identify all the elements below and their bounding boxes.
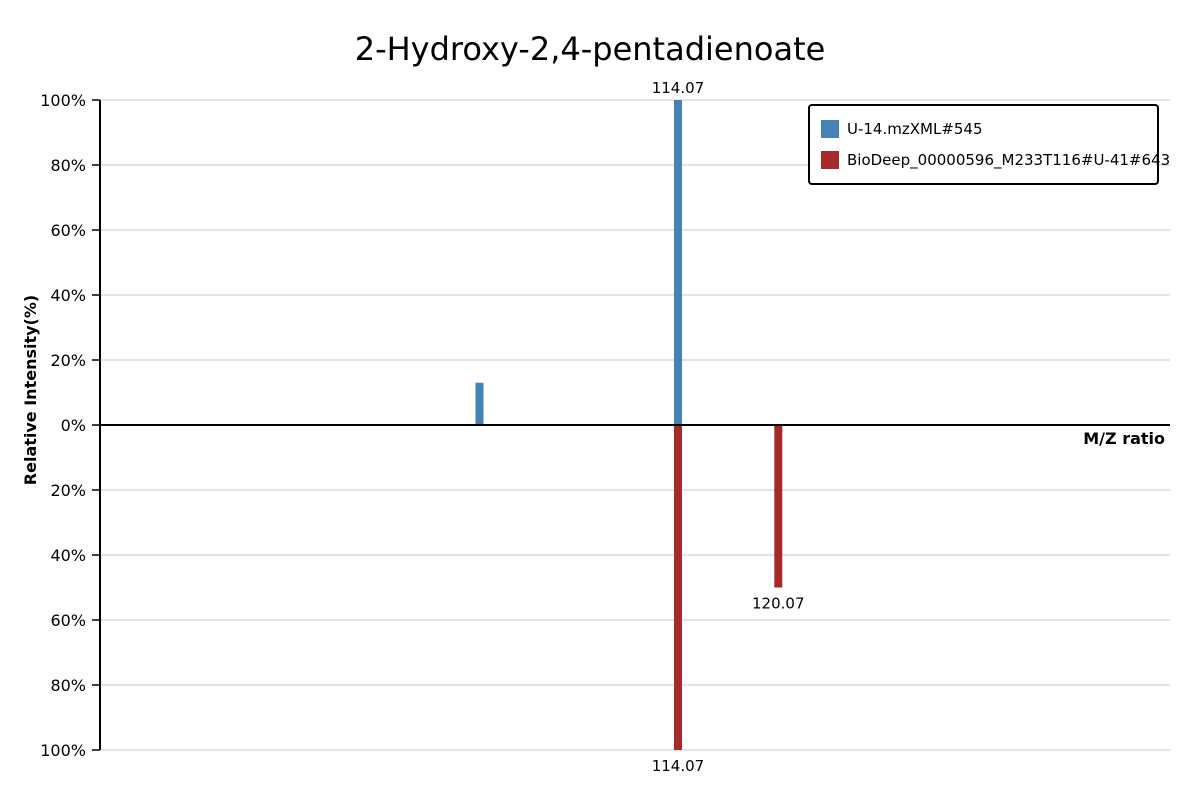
y-tick-label: 20% [50,481,86,500]
legend-label-series-2: BioDeep_00000596_M233T116#U-41#643 [847,151,1170,170]
legend: U-14.mzXML#545 BioDeep_00000596_M233T116… [808,104,1170,185]
peak-bar-series-1 [475,382,484,425]
peak-bar-series-2 [673,425,682,750]
ticks-layer: 0% 20% 40% 60% 80% 100% 20% 40% 60% 80% 100% [40,91,100,760]
y-tick-label: 40% [50,546,86,565]
y-tick-label: 0% [61,416,86,435]
peak-labels-layer: 114.07 114.07 120.07 [652,79,805,775]
legend-box [808,104,1159,185]
y-tick-label: 80% [50,676,86,695]
y-tick-label: 100% [40,741,86,760]
y-axis-label: Relative Intensity(%) [21,295,40,485]
legend-swatch-series-2 [821,151,839,169]
legend-swatch-series-1 [821,120,839,138]
grid-layer [100,99,1170,751]
x-axis-label: M/Z ratio [1083,429,1165,448]
y-tick-label: 40% [50,286,86,305]
peak-label: 114.07 [652,79,705,97]
peak-label: 114.07 [652,757,705,775]
bars-layer [475,100,783,750]
chart-title: 2-Hydroxy-2,4-pentadienoate [355,30,826,68]
y-tick-label: 100% [40,91,86,110]
peak-bar-series-2 [774,425,783,588]
y-tick-label: 20% [50,351,86,370]
peak-bar-series-1 [673,100,682,425]
peak-label: 120.07 [752,595,805,613]
legend-label-series-1: U-14.mzXML#545 [847,120,983,138]
axes-layer [99,100,1170,750]
y-tick-label: 60% [50,611,86,630]
y-tick-label: 80% [50,156,86,175]
y-tick-label: 60% [50,221,86,240]
